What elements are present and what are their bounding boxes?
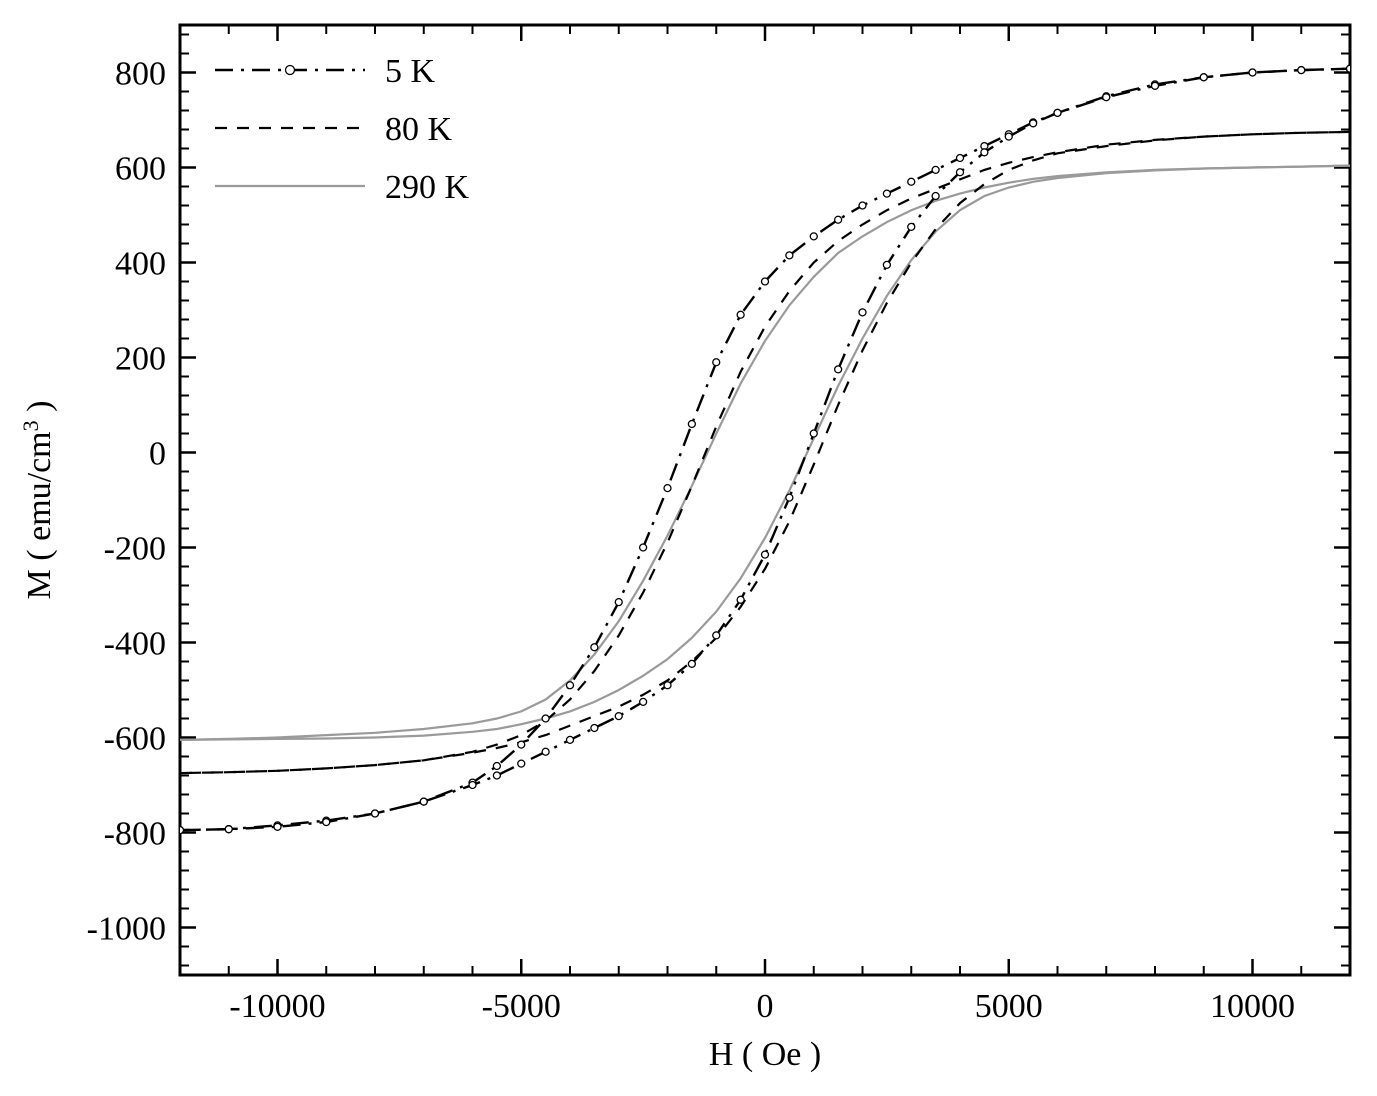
x-axis-label: H ( Oe )	[709, 1036, 821, 1073]
x-tick-label: 5000	[975, 988, 1043, 1025]
legend-label: 290 K	[385, 169, 470, 206]
chart-svg: -10000 -5000 0 5000 10000 -1000 -800 -600 -400 -2…	[0, 0, 1377, 1096]
y-tick-label: -200	[104, 531, 166, 568]
y-tick-label: -800	[104, 816, 166, 853]
plot-axes: -10000 -5000 0 5000 10000 -1000 -800 -600 -400 -2…	[87, 25, 1350, 1025]
y-tick-label: 800	[115, 56, 166, 93]
hysteresis-chart: -10000 -5000 0 5000 10000 -1000 -800 -600 -400 -2…	[0, 0, 1377, 1096]
y-tick-label: 200	[115, 341, 166, 378]
y-tick-label: 0	[149, 436, 166, 473]
legend-item-k290: 290 K	[215, 169, 470, 206]
x-tick-label: -5000	[482, 988, 561, 1025]
x-tick-label: 10000	[1210, 988, 1295, 1025]
series-k80	[180, 132, 1350, 773]
y-tick-label: -1000	[87, 911, 166, 948]
y-axis-label: M ( emu/cm3 )	[18, 401, 59, 600]
x-tick-label: 0	[757, 988, 774, 1025]
plot-legend: 5 K 80 K 290 K	[215, 53, 470, 206]
y-tick-label: 400	[115, 246, 166, 283]
y-tick-label: -600	[104, 721, 166, 758]
y-tick-label: 600	[115, 151, 166, 188]
plot-series	[177, 65, 1354, 833]
legend-item-k5: 5 K	[215, 53, 436, 90]
x-tick-label: -10000	[229, 988, 325, 1025]
legend-item-k80: 80 K	[215, 111, 453, 148]
legend-label: 5 K	[385, 53, 436, 90]
y-tick-label: -400	[104, 626, 166, 663]
series-k5	[177, 65, 1354, 833]
legend-label: 80 K	[385, 111, 453, 148]
series-k290	[180, 166, 1350, 740]
